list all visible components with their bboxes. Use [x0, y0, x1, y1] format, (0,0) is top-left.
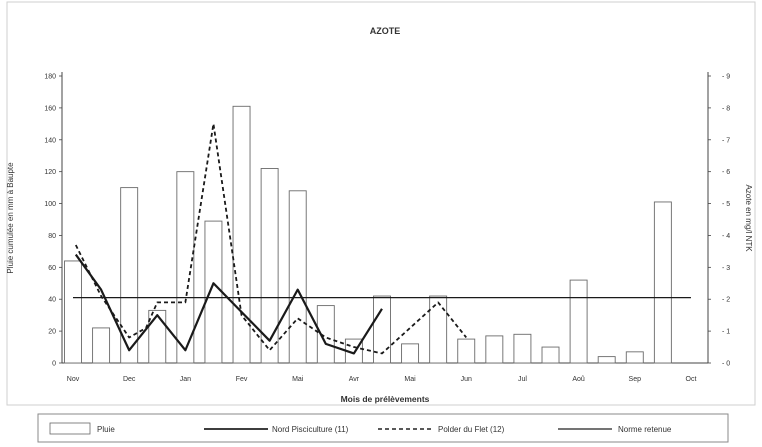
- y2-tick-label: - 1: [722, 329, 730, 336]
- rain-bar: [232, 105, 251, 364]
- x-axis-title: Mois de prélèvements: [341, 394, 430, 404]
- rain-bar: [401, 343, 420, 364]
- legend-label-polder-du-flet: Polder du Flet (12): [438, 425, 505, 434]
- x-tick-label: Nov: [67, 376, 80, 383]
- y2-tick-label: - 7: [722, 137, 730, 144]
- x-tick-label: Oct: [686, 376, 697, 383]
- legend-label-norme-retenue: Norme retenue: [618, 425, 672, 434]
- rain-bar: [288, 190, 307, 364]
- legend-swatch-pluie: [49, 422, 91, 435]
- rain-bar: [457, 338, 476, 364]
- y2-tick-label: - 0: [722, 361, 730, 368]
- y-tick-label: 180: [44, 74, 56, 81]
- x-tick-label: Jul: [518, 376, 527, 383]
- tick-labels: 0 20 40 60 80 100 120 140 160 180 - 0 - 1 - 2 - 3 - 4 -…: [44, 74, 730, 384]
- y2-tick-label: - 2: [722, 297, 730, 304]
- y-tick-label: 0: [52, 361, 56, 368]
- rain-bar: [541, 346, 560, 364]
- rainfall-bars: [64, 105, 672, 364]
- rain-bar: [64, 260, 82, 364]
- rain-bar: [597, 356, 616, 364]
- y2-tick-label: - 9: [722, 74, 730, 81]
- figure-frame: [6, 1, 756, 406]
- rain-bar: [429, 295, 448, 364]
- x-tick-label: Dec: [123, 376, 136, 383]
- rain-bar: [316, 305, 335, 364]
- x-tick-label: Aoû: [572, 376, 585, 383]
- series-line-polder-du-flet: [75, 122, 467, 355]
- rain-bar: [92, 327, 111, 364]
- y-tick-label: 40: [48, 297, 56, 304]
- y-tick-label: 120: [44, 169, 56, 176]
- y-tick-label: 140: [44, 137, 56, 144]
- x-tick-label: Sep: [629, 376, 642, 383]
- rain-bar: [120, 187, 139, 364]
- y-axis-title: Pluie cumulée en mm à Baupte: [6, 162, 15, 274]
- legend: [37, 413, 729, 443]
- y2-tick-label: - 8: [722, 105, 730, 112]
- y-tick-label: 160: [44, 105, 56, 112]
- rain-bar: [148, 309, 167, 364]
- rain-bar: [260, 168, 279, 364]
- rain-bar: [204, 220, 223, 364]
- y-tick-label: 80: [48, 233, 56, 240]
- nitrogen-lines: [73, 122, 691, 355]
- rain-bar: [653, 201, 672, 364]
- x-tick-label: Mai: [292, 376, 304, 383]
- x-tick-label: Avr: [349, 376, 360, 383]
- chart-title: AZOTE: [370, 26, 401, 36]
- y-tick-label: 100: [44, 201, 56, 208]
- rain-bar: [569, 279, 588, 364]
- y2-axis-title: Azote en mg/l NTK: [744, 184, 753, 252]
- y-tick-label: 60: [48, 265, 56, 272]
- rain-bar: [485, 335, 504, 364]
- rain-bar: [513, 333, 532, 364]
- x-tick-label: Jun: [461, 376, 472, 383]
- y2-tick-label: - 4: [722, 233, 730, 240]
- y2-tick-label: - 5: [722, 201, 730, 208]
- legend-label-nord-pisciculture: Nord Pisciculture (11): [272, 425, 349, 434]
- y2-tick-label: - 6: [722, 169, 730, 176]
- y2-tick-label: - 3: [722, 265, 730, 272]
- rain-bar: [373, 295, 391, 364]
- rain-bar: [176, 171, 195, 364]
- x-tick-label: Mai: [404, 376, 416, 383]
- y-tick-label: 20: [48, 329, 56, 336]
- x-tick-label: Fev: [236, 376, 248, 383]
- x-tick-label: Jan: [180, 376, 191, 383]
- legend-label-pluie: Pluie: [97, 425, 115, 434]
- rain-bar: [625, 351, 644, 364]
